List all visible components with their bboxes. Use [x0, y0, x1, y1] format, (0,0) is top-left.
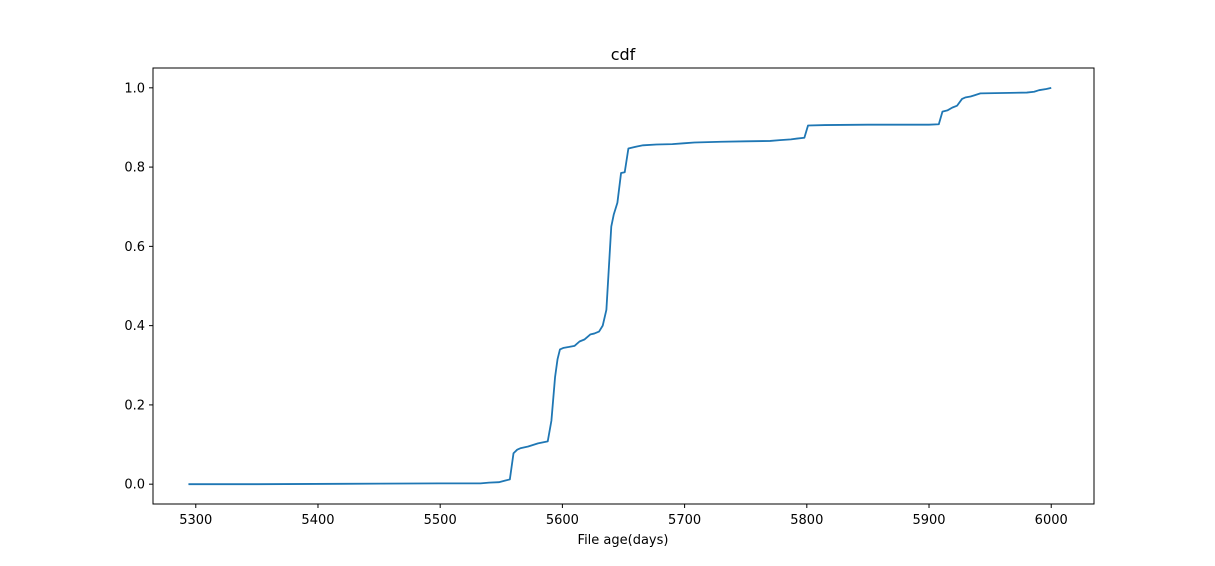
y-tick-label: 0.2	[124, 398, 145, 413]
x-tick-label: 6000	[1035, 513, 1068, 528]
x-tick-label: 5600	[546, 513, 579, 528]
x-axis-ticks: 5300 5400 5500 5600 5700 5800 5900 6000	[179, 504, 1068, 528]
x-tick-label: 5500	[424, 513, 457, 528]
x-tick-label: 5400	[301, 513, 334, 528]
x-tick-label: 5300	[179, 513, 212, 528]
x-tick-label: 5900	[912, 513, 945, 528]
series-line-0	[188, 86, 1052, 486]
y-tick-label: 0.4	[124, 319, 145, 334]
y-axis-ticks: 0.0 0.2 0.4 0.6 0.8 1.0	[124, 81, 153, 493]
plot-area	[188, 86, 1052, 486]
x-tick-label: 5800	[790, 513, 823, 528]
y-tick-label: 0.6	[124, 240, 145, 255]
x-tick-label: 5700	[668, 513, 701, 528]
y-tick-label: 0.8	[124, 161, 145, 176]
y-tick-label: 0.0	[124, 478, 145, 493]
chart-title: cdf	[611, 45, 636, 64]
axes-frame	[152, 67, 1095, 505]
y-tick-label: 1.0	[124, 81, 145, 96]
x-axis-label: File age(days)	[578, 533, 669, 548]
